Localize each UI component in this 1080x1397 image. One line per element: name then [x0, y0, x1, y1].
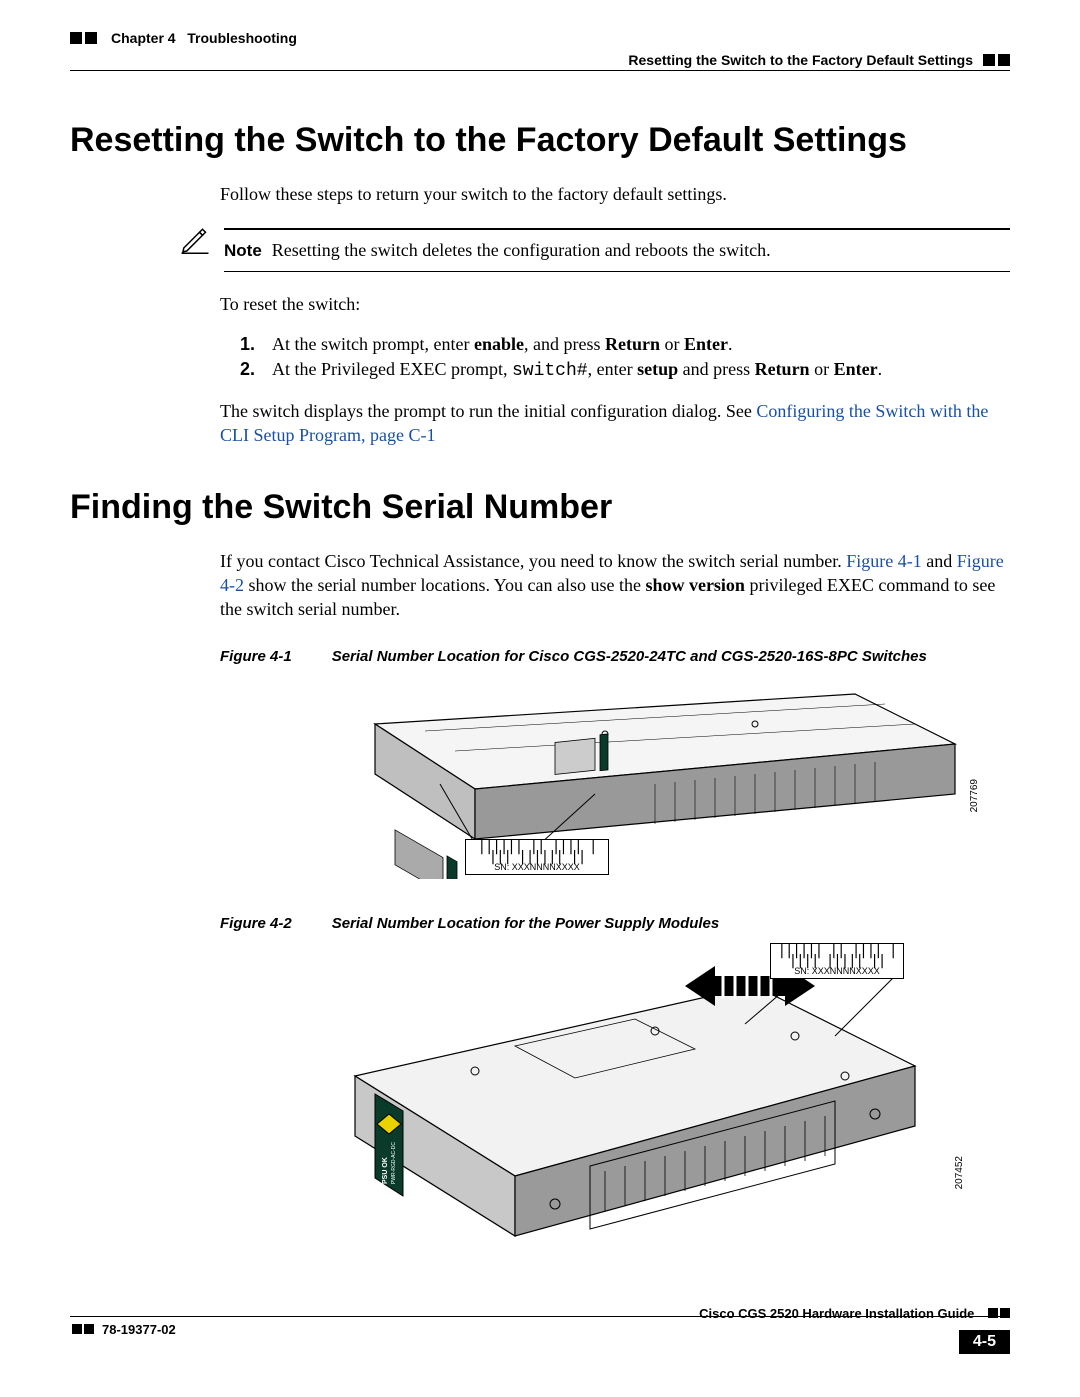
header-right: Resetting the Switch to the Factory Defa… — [70, 52, 1010, 68]
figure-4-1-sn-callout: |||||| || |||| | ||| |||||| || SN: XXXNN… — [465, 839, 609, 875]
step-2-mono: switch# — [512, 361, 588, 381]
step-1-num: 1. — [240, 334, 262, 355]
figure-4-2-idnum: 207452 — [954, 1156, 965, 1189]
serial-intro-c: show the serial number locations. You ca… — [244, 575, 645, 595]
link-figure-4-1[interactable]: Figure 4-1 — [846, 551, 922, 571]
psu-ok-label: PSU OK — [382, 1157, 389, 1184]
header-rule — [70, 70, 1010, 71]
step-1-bold-enter: Enter — [684, 334, 728, 354]
figure-4-1-caption: Figure 4-1 Serial Number Location for Ci… — [220, 648, 1010, 665]
figure-4-1-title: Serial Number Location for Cisco CGS-252… — [332, 648, 927, 665]
step-2-text-e: and press — [678, 359, 754, 379]
footer-left: 78-19377-02 — [70, 1322, 176, 1337]
step-2-bold-return: Return — [755, 359, 810, 379]
step-1-text-a: At the switch prompt, enter — [272, 334, 474, 354]
serial-intro-b: and — [922, 551, 957, 571]
serial-intro: If you contact Cisco Technical Assistanc… — [220, 549, 1010, 622]
footer-squares-left — [70, 1322, 94, 1337]
figure-4-1-idnum: 207769 — [969, 779, 980, 812]
step-2-bold-enter: Enter — [834, 359, 878, 379]
intro-reset: Follow these steps to return your switch… — [220, 182, 1010, 206]
to-reset-label: To reset the switch: — [220, 292, 1010, 316]
step-1-text-c: , and press — [524, 334, 605, 354]
note-icon — [180, 224, 210, 254]
figure-4-2-title: Serial Number Location for the Power Sup… — [332, 915, 720, 932]
step-2-text-i: . — [878, 359, 883, 379]
footer-docnum: 78-19377-02 — [102, 1322, 176, 1337]
chapter-title: Troubleshooting — [187, 30, 297, 46]
step-1-text-g: . — [728, 334, 733, 354]
figure-4-2-drawing: PSU OK PWR-RGD-AC-DC — [275, 946, 955, 1246]
step-2-num: 2. — [240, 359, 262, 381]
header-left: Chapter 4 Troubleshooting — [70, 30, 297, 46]
chapter-label: Chapter 4 — [111, 30, 176, 46]
after-steps-a: The switch displays the prompt to run th… — [220, 401, 756, 421]
step-1-bold-return: Return — [605, 334, 660, 354]
figure-4-2-caption: Figure 4-2 Serial Number Location for th… — [220, 915, 1010, 932]
step-2-bold-setup: setup — [637, 359, 678, 379]
heading-reset: Resetting the Switch to the Factory Defa… — [70, 121, 1010, 160]
heading-serial: Finding the Switch Serial Number — [70, 488, 1010, 527]
serial-intro-a: If you contact Cisco Technical Assistanc… — [220, 551, 846, 571]
header-squares-right — [983, 54, 1010, 66]
figure-4-2-sn-label: SN: XXXNNNNXXXX — [777, 966, 897, 976]
footer-guide: Cisco CGS 2520 Hardware Installation Gui… — [699, 1306, 1010, 1321]
step-2-text-c: , enter — [588, 359, 637, 379]
figure-4-1-num: Figure 4-1 — [220, 648, 292, 665]
figure-4-1-drawing — [255, 679, 975, 879]
note-text: Resetting the switch deletes the configu… — [272, 238, 771, 262]
serial-bold: show version — [645, 575, 745, 595]
header-squares-left — [70, 32, 97, 44]
figure-4-2-num: Figure 4-2 — [220, 915, 292, 932]
figure-4-2-sn-callout: |||||| || |||| | |||| ||||| || SN: XXXNN… — [770, 943, 904, 979]
after-steps: The switch displays the prompt to run th… — [220, 399, 1010, 448]
figure-4-2-barcode: |||||| || |||| | |||| ||||| || — [777, 946, 897, 966]
step-1-text-e: or — [660, 334, 684, 354]
page-number: 4-5 — [959, 1330, 1010, 1354]
step-2-text-a: At the Privileged EXEC prompt, — [272, 359, 512, 379]
note-label: Note — [224, 240, 262, 263]
step-2: 2. At the Privileged EXEC prompt, switch… — [240, 359, 1010, 381]
header-section: Resetting the Switch to the Factory Defa… — [628, 52, 973, 68]
step-2-text-g: or — [810, 359, 834, 379]
figure-4-1-barcode: |||||| || |||| | ||| |||||| || — [472, 842, 602, 862]
note-rule-top — [224, 228, 1010, 230]
note-rule-bottom — [224, 271, 1010, 272]
footer-squares-right — [986, 1306, 1010, 1321]
step-1-bold-enable: enable — [474, 334, 524, 354]
psu-model-label: PWR-RGD-AC-DC — [391, 1141, 397, 1183]
step-1: 1. At the switch prompt, enter enable, a… — [240, 334, 1010, 355]
